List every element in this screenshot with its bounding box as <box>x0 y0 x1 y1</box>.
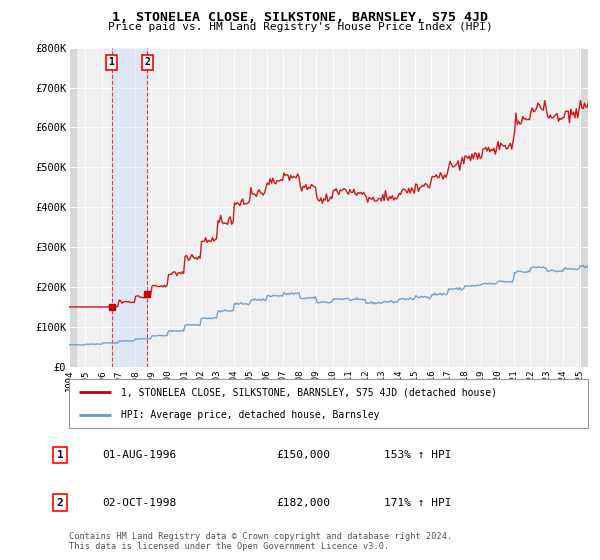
Text: HPI: Average price, detached house, Barnsley: HPI: Average price, detached house, Barn… <box>121 410 379 420</box>
Text: 1, STONELEA CLOSE, SILKSTONE, BARNSLEY, S75 4JD: 1, STONELEA CLOSE, SILKSTONE, BARNSLEY, … <box>112 11 488 24</box>
Bar <box>112 48 147 367</box>
Text: 02-OCT-1998: 02-OCT-1998 <box>102 498 176 507</box>
Text: 1: 1 <box>109 57 115 67</box>
Text: £150,000: £150,000 <box>276 450 330 460</box>
Text: Contains HM Land Registry data © Crown copyright and database right 2024.
This d: Contains HM Land Registry data © Crown c… <box>69 532 452 552</box>
Text: 153% ↑ HPI: 153% ↑ HPI <box>384 450 452 460</box>
Text: 1: 1 <box>56 450 64 460</box>
Text: 171% ↑ HPI: 171% ↑ HPI <box>384 498 452 507</box>
Text: 01-AUG-1996: 01-AUG-1996 <box>102 450 176 460</box>
Text: Price paid vs. HM Land Registry's House Price Index (HPI): Price paid vs. HM Land Registry's House … <box>107 22 493 32</box>
Text: 2: 2 <box>145 57 150 67</box>
Text: £182,000: £182,000 <box>276 498 330 507</box>
Text: 2: 2 <box>56 498 64 507</box>
Bar <box>580 48 588 367</box>
Bar <box>69 48 77 367</box>
Text: 1, STONELEA CLOSE, SILKSTONE, BARNSLEY, S75 4JD (detached house): 1, STONELEA CLOSE, SILKSTONE, BARNSLEY, … <box>121 388 497 398</box>
